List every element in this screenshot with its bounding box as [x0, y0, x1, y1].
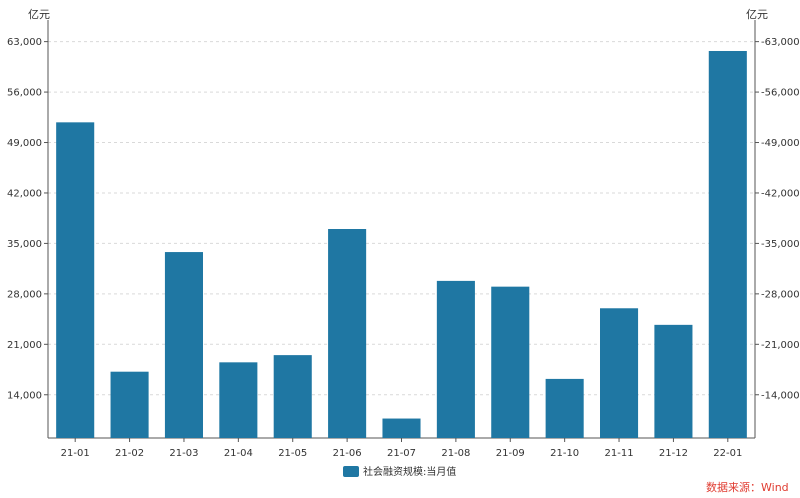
bar-21-11: [600, 308, 639, 438]
bar-21-02: [110, 371, 149, 438]
gridlines: [48, 41, 755, 396]
left-tick-label: 28,000: [7, 289, 42, 300]
bar-21-12: [654, 324, 693, 438]
left-tick-label: 14,000: [7, 390, 42, 401]
x-axis-ticks: 21-01 21-02 21-03 21-04 21-05 21-06 21-07 21-08…: [61, 438, 742, 459]
bar-21-06: [328, 229, 367, 438]
x-tick-label: 21-08: [441, 448, 470, 459]
x-tick-label: 21-12: [659, 448, 688, 459]
axes: [47, 20, 756, 439]
x-tick-label: 21-04: [224, 448, 253, 459]
x-tick-label: 21-03: [169, 448, 198, 459]
bar-21-01: [56, 122, 95, 439]
left-tick-label: 42,000: [7, 188, 42, 199]
right-tick-label: -56,000: [761, 88, 800, 99]
x-tick-label: 21-09: [496, 448, 525, 459]
left-tick-label: 49,000: [7, 138, 42, 149]
x-tick-label: 21-10: [550, 448, 579, 459]
x-tick-label: 21-07: [387, 448, 416, 459]
left-tick-label: 35,000: [7, 239, 42, 250]
right-tick-label: -14,000: [761, 390, 800, 401]
bar-22-01: [708, 50, 747, 438]
x-tick-label: 22-01: [713, 448, 742, 459]
right-tick-label: -28,000: [761, 289, 800, 300]
right-y-axis-unit: 亿元: [746, 8, 768, 21]
left-y-axis-unit: 亿元: [28, 8, 50, 21]
bar-21-07: [382, 418, 421, 438]
legend-swatch: [343, 466, 359, 477]
x-tick-label: 21-06: [333, 448, 362, 459]
bar-21-04: [219, 362, 258, 438]
bar-21-05: [273, 355, 312, 438]
source-note: 数据来源：Wind: [706, 480, 789, 494]
bar-21-08: [436, 280, 475, 438]
bar-21-10: [545, 378, 584, 438]
x-tick-label: 21-02: [115, 448, 144, 459]
left-tick-label: 63,000: [7, 37, 42, 48]
left-y-axis-ticks: 14,000 21,000 28,000 35,000 42,000 49,000 56,0…: [7, 37, 48, 401]
legend: 社会融资规模:当月值: [343, 465, 456, 478]
bar-21-03: [164, 252, 203, 438]
right-tick-label: -42,000: [761, 188, 800, 199]
bar-21-09: [491, 286, 530, 438]
x-tick-label: 21-11: [605, 448, 634, 459]
right-tick-label: -63,000: [761, 37, 800, 48]
right-y-axis-ticks: -14,000 -21,000 -28,000 -35,000 -42,000 -49,0…: [755, 37, 800, 401]
right-tick-label: -49,000: [761, 138, 800, 149]
left-tick-label: 56,000: [7, 88, 42, 99]
x-tick-label: 21-01: [61, 448, 90, 459]
right-tick-label: -35,000: [761, 239, 800, 250]
bars: [56, 50, 747, 439]
right-tick-label: -21,000: [761, 340, 800, 351]
left-tick-label: 21,000: [7, 340, 42, 351]
x-tick-label: 21-05: [278, 448, 307, 459]
legend-label: 社会融资规模:当月值: [363, 465, 456, 478]
